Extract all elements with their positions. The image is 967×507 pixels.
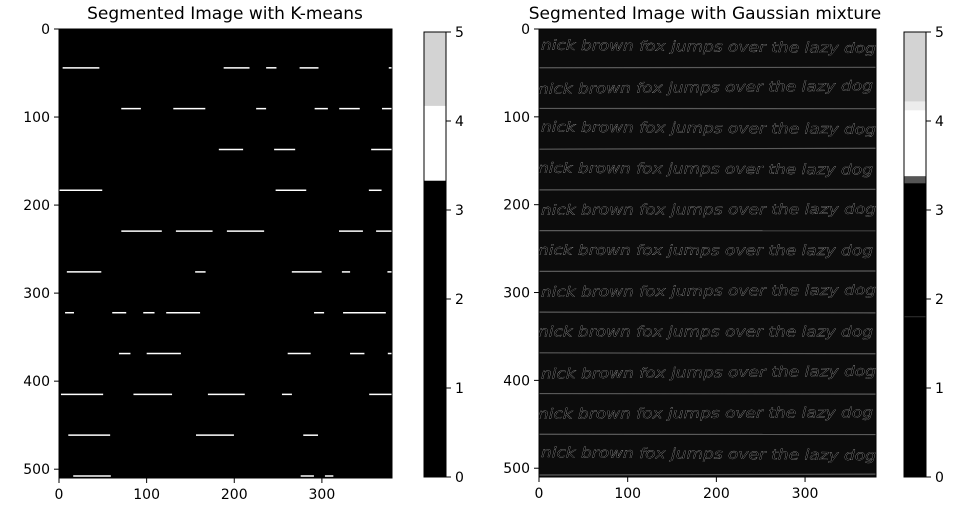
colorbar-tick-label: 3 bbox=[935, 203, 944, 219]
axes-frame bbox=[538, 28, 877, 478]
colorbar-tick-label: 5 bbox=[935, 25, 944, 41]
handwriting-row: nick brown fox jumps over the lazy dog bbox=[538, 243, 873, 259]
x-axis: 0 100 200 300 bbox=[535, 477, 819, 502]
colorbar: 0 1 2 3 4 5 bbox=[423, 25, 464, 486]
colorbar-tick-label: 2 bbox=[935, 292, 944, 308]
y-tick-label: 500 bbox=[503, 461, 530, 477]
handwriting-row: nick brown fox jumps over the lazy dog bbox=[58, 81, 390, 95]
y-tick-label: 200 bbox=[23, 198, 50, 214]
y-tick-label: 300 bbox=[503, 286, 530, 302]
gaussian-mixture-panel: Segmented Image with Gaussian mixture ni… bbox=[503, 4, 944, 502]
x-tick-label: 100 bbox=[133, 487, 160, 503]
handwriting-row: nick brown fox jumps over the lazy dog bbox=[538, 161, 873, 179]
kmeans-panel: Segmented Image with K-means nick brown … bbox=[23, 4, 464, 503]
handwriting-row: nick brown fox jumps over the lazy dog bbox=[538, 405, 873, 423]
colorbar-segment bbox=[904, 32, 926, 106]
y-axis: 0 100 200 300 400 500 bbox=[503, 22, 539, 477]
handwriting-row: nick brown fox jumps over the lazy dog bbox=[61, 284, 393, 300]
colorbar-tick-label: 0 bbox=[455, 470, 464, 486]
handwriting-row: nick brown fox jumps over the lazy dog bbox=[61, 203, 393, 219]
colorbar-segment bbox=[904, 180, 926, 477]
axes-frame bbox=[58, 28, 393, 479]
x-tick-label: 200 bbox=[221, 487, 248, 503]
colorbar-tick-label: 0 bbox=[935, 470, 944, 486]
handwriting-row: nick brown fox jumps over the lazy dog bbox=[541, 120, 876, 138]
handwriting-row: nick brown fox jumps over the lazy dog bbox=[541, 202, 876, 219]
colorbar-frame bbox=[903, 31, 927, 478]
handwriting-row: nick brown fox jumps over the lazy dog bbox=[61, 121, 393, 137]
colorbar-transition bbox=[904, 101, 926, 111]
y-tick-label: 400 bbox=[503, 373, 530, 389]
ruled-line bbox=[539, 188, 876, 191]
handwriting-row: nick brown fox jumps over the lazy dog bbox=[541, 445, 876, 464]
handwriting-row: nick brown fox jumps over the lazy dog bbox=[58, 244, 390, 259]
handwriting-row: nick brown fox jumps over the lazy dog bbox=[58, 162, 390, 179]
colorbar-segment bbox=[424, 32, 446, 106]
colorbar-tick-label: 1 bbox=[935, 381, 944, 397]
handwriting-row: nick brown fox jumps over the lazy dog bbox=[58, 325, 390, 341]
handwriting-row: nick brown fox jumps over the lazy dog bbox=[541, 283, 876, 301]
y-tick-label: 500 bbox=[23, 462, 50, 478]
x-tick-label: 100 bbox=[614, 486, 641, 502]
colorbar: 0 1 2 3 4 5 bbox=[903, 25, 944, 486]
x-tick-label: 300 bbox=[309, 487, 336, 503]
y-tick-label: 200 bbox=[503, 198, 530, 214]
y-tick-label: 300 bbox=[23, 286, 50, 302]
x-tick-label: 300 bbox=[792, 486, 819, 502]
handwriting-row: nick brown fox jumps over the lazy dog bbox=[58, 407, 390, 422]
colorbar-tick-label: 4 bbox=[935, 114, 944, 130]
colorbar-segment bbox=[904, 105, 926, 181]
colorbar-tick-label: 5 bbox=[455, 25, 464, 41]
handwriting-row: nick brown fox jumps over the lazy dog bbox=[541, 38, 876, 57]
colorbar-segment bbox=[424, 180, 446, 477]
colorbar-frame bbox=[423, 31, 447, 478]
y-tick-label: 0 bbox=[521, 22, 530, 38]
colorbar-tick-label: 3 bbox=[455, 203, 464, 219]
x-tick-label: 0 bbox=[55, 487, 64, 503]
segmented-image: nick brown fox jumps over the lazy dog ni… bbox=[538, 29, 876, 477]
ruled-line bbox=[539, 352, 876, 355]
y-tick-label: 0 bbox=[41, 22, 50, 38]
x-tick-label: 0 bbox=[535, 486, 544, 502]
image-area bbox=[59, 29, 392, 478]
ruled-line bbox=[539, 392, 876, 395]
ruled-line bbox=[539, 311, 876, 314]
colorbar-tick-label: 2 bbox=[455, 292, 464, 308]
chart-title: Segmented Image with K-means bbox=[87, 4, 363, 24]
x-tick-label: 200 bbox=[703, 486, 730, 502]
chart-title: Segmented Image with Gaussian mixture bbox=[529, 4, 882, 24]
x-axis: 0 100 200 300 bbox=[55, 478, 336, 503]
colorbar-tick-label: 1 bbox=[455, 381, 464, 397]
colorbar-tick-label: 4 bbox=[455, 114, 464, 130]
colorbar-transition bbox=[904, 176, 926, 184]
colorbar-segment bbox=[424, 105, 446, 181]
image-background bbox=[539, 29, 876, 477]
y-tick-label: 100 bbox=[23, 110, 50, 126]
ruled-line bbox=[539, 147, 876, 150]
y-axis: 0 100 200 300 400 500 bbox=[23, 22, 59, 478]
y-tick-label: 400 bbox=[23, 374, 50, 390]
handwriting-row: nick brown fox jumps over the lazy dog bbox=[61, 448, 393, 463]
handwriting-row: nick brown fox jumps over the lazy dog bbox=[61, 39, 393, 55]
handwriting-row: nick brown fox jumps over the lazy dog bbox=[61, 366, 393, 382]
handwriting-row: nick brown fox jumps over the lazy dog bbox=[541, 364, 876, 383]
segmented-image: nick brown fox jumps over the lazy dog ni… bbox=[58, 39, 393, 477]
handwriting-row: nick brown fox jumps over the lazy dog bbox=[538, 324, 873, 340]
y-tick-label: 100 bbox=[503, 110, 530, 126]
handwriting-row: nick brown fox jumps over the lazy dog bbox=[538, 78, 873, 97]
ruled-line bbox=[539, 473, 876, 476]
